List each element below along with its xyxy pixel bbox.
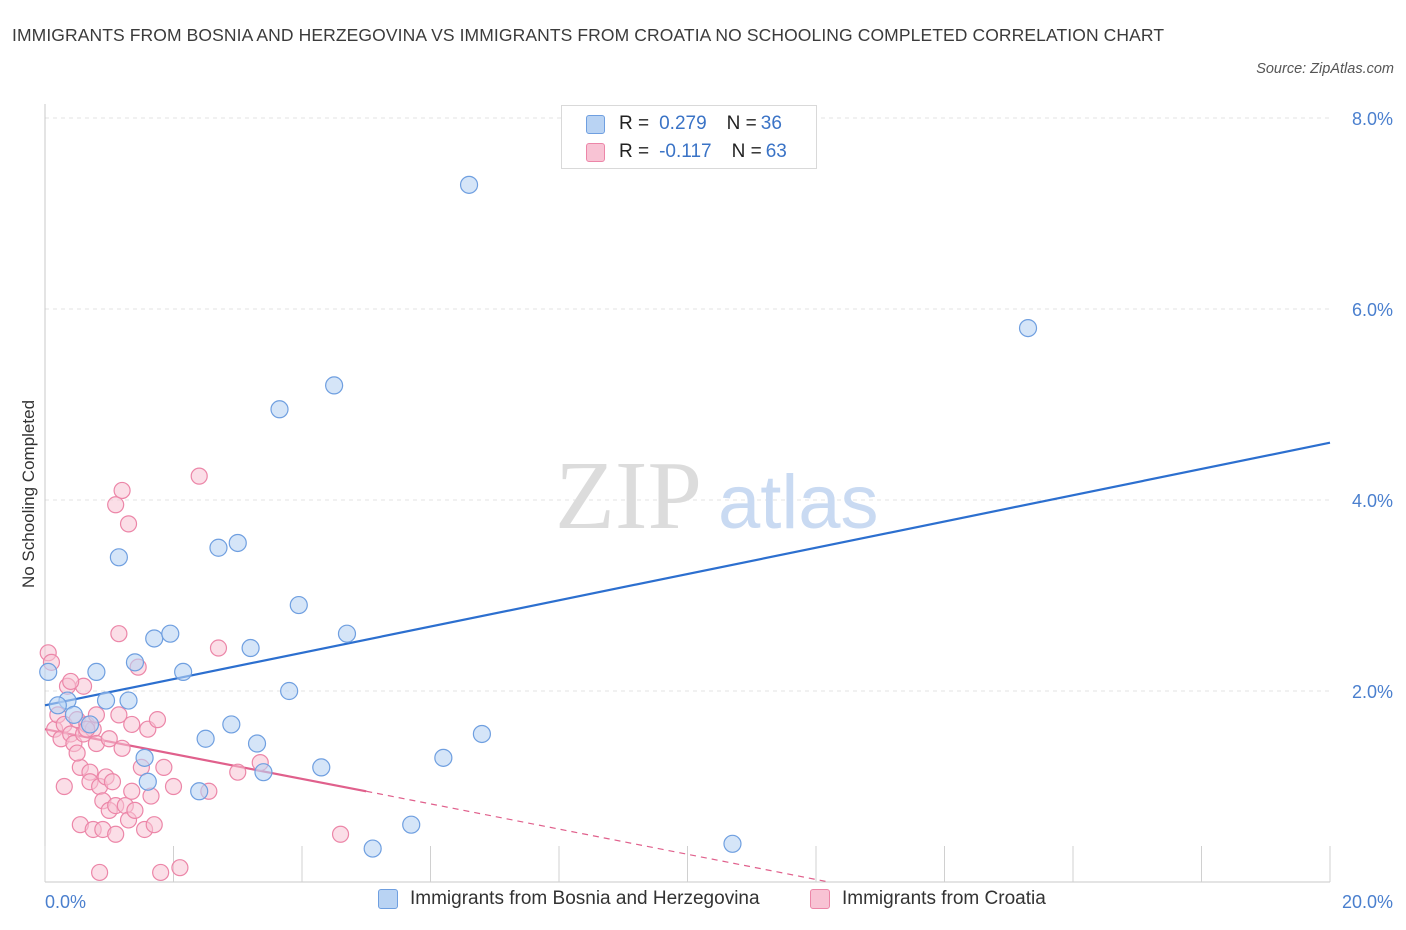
data-point-bosnia [222, 715, 241, 734]
data-point-croatia [119, 515, 138, 533]
data-point-croatia [62, 672, 80, 691]
data-point-croatia [68, 744, 86, 762]
data-point-bosnia [325, 376, 344, 395]
croatia-legend-swatch [810, 889, 830, 909]
bosnia-swatch [586, 114, 605, 134]
data-point-croatia [126, 801, 144, 819]
data-point-croatia [331, 825, 350, 843]
data-point-croatia [148, 711, 167, 729]
data-point-croatia [103, 773, 122, 791]
data-point-croatia [113, 481, 131, 500]
croatia-swatch [586, 142, 605, 162]
y-tick-label: 4.0% [1352, 491, 1393, 511]
bosnia-legend-label: Immigrants from Bosnia and Herzegovina [410, 888, 760, 909]
data-point-bosnia [119, 691, 138, 710]
chart-title: IMMIGRANTS FROM BOSNIA AND HERZEGOVINA V… [12, 25, 1165, 45]
axes [44, 104, 1331, 883]
data-point-croatia [107, 496, 125, 514]
r-value: -0.117 [659, 141, 712, 162]
data-point-bosnia [459, 175, 479, 194]
watermark: ZIP atlas [555, 442, 879, 550]
data-point-bosnia [196, 729, 215, 748]
x-tick-label: 0.0% [45, 892, 86, 912]
data-point-bosnia [254, 763, 273, 782]
data-point-bosnia [48, 696, 67, 715]
data-point-croatia [110, 706, 128, 724]
y-tick-label: 8.0% [1352, 109, 1393, 129]
y-tick-label: 6.0% [1352, 300, 1393, 320]
data-point-croatia [55, 777, 73, 796]
legend-item-bosnia: Immigrants from Bosnia and Herzegovina [378, 888, 760, 910]
data-point-croatia [190, 467, 208, 485]
n-value: 63 [765, 141, 787, 162]
data-point-bosnia [472, 724, 491, 744]
data-point-croatia [113, 739, 131, 757]
data-point-bosnia [39, 662, 58, 682]
data-point-bosnia [161, 624, 180, 643]
correlation-legend: R = 0.279 N = 36 R = -0.117 N = 63 [561, 105, 817, 169]
legend-item-croatia: Immigrants from Croatia [810, 888, 1046, 910]
trend-line-bosnia [44, 441, 1331, 707]
data-point-bosnia [337, 624, 357, 643]
grid-lines [45, 117, 1330, 692]
data-point-bosnia [96, 691, 116, 710]
legend-row-bosnia: R = 0.279 N = 36 [586, 112, 782, 136]
data-point-bosnia [145, 629, 164, 648]
data-points [39, 175, 1038, 882]
data-point-bosnia [247, 734, 267, 753]
data-point-bosnia [312, 758, 331, 777]
data-point-bosnia [138, 772, 157, 791]
data-point-bosnia [190, 782, 209, 801]
data-point-bosnia [228, 533, 247, 553]
data-point-croatia [155, 758, 173, 777]
data-point-croatia [145, 816, 163, 834]
data-point-croatia [123, 782, 141, 800]
data-point-bosnia [363, 839, 382, 858]
data-point-bosnia [434, 748, 453, 767]
data-point-croatia [107, 825, 125, 843]
data-point-croatia [123, 715, 141, 734]
data-point-croatia [229, 763, 247, 781]
data-point-croatia [209, 639, 228, 657]
data-point-bosnia [87, 662, 106, 682]
data-point-bosnia [64, 705, 84, 724]
data-point-bosnia [1018, 319, 1038, 338]
data-point-croatia [164, 777, 183, 796]
legend-row-croatia: R = -0.117 N = 63 [586, 140, 787, 164]
data-point-bosnia [135, 748, 154, 767]
n-label: N = [731, 141, 762, 162]
data-point-bosnia [723, 834, 742, 853]
trend-line-croatia-extension [366, 790, 829, 883]
data-point-croatia [152, 863, 170, 882]
n-value: 36 [760, 113, 782, 134]
data-point-croatia [110, 625, 128, 643]
watermark-atlas: atlas [718, 460, 879, 545]
data-point-croatia [100, 730, 118, 748]
data-point-bosnia [241, 638, 260, 658]
watermark-zip: ZIP [555, 442, 702, 550]
data-point-bosnia [109, 548, 128, 567]
y-tick-label: 2.0% [1352, 682, 1393, 702]
r-value: 0.279 [659, 113, 707, 134]
data-point-bosnia [80, 715, 100, 734]
y-axis-label: No Schooling Completed [19, 400, 38, 588]
bosnia-legend-swatch [378, 889, 398, 909]
source-credit: Source: ZipAtlas.com [1256, 61, 1394, 77]
r-label: R = [619, 141, 650, 162]
data-point-bosnia [280, 681, 299, 701]
x-tick-label: 20.0% [1342, 892, 1393, 912]
n-label: N = [726, 113, 757, 134]
data-point-bosnia [209, 538, 228, 557]
data-point-croatia [171, 859, 189, 877]
croatia-legend-label: Immigrants from Croatia [842, 888, 1046, 909]
data-point-bosnia [289, 595, 308, 615]
data-point-bosnia [174, 662, 193, 682]
r-label: R = [619, 113, 650, 134]
data-point-bosnia [125, 653, 145, 672]
data-point-bosnia [270, 400, 289, 419]
data-point-croatia [91, 863, 109, 882]
tick-labels: 2.0% 4.0% 6.0% 8.0% 0.0% 20.0% [45, 109, 1393, 912]
data-point-bosnia [402, 815, 421, 834]
